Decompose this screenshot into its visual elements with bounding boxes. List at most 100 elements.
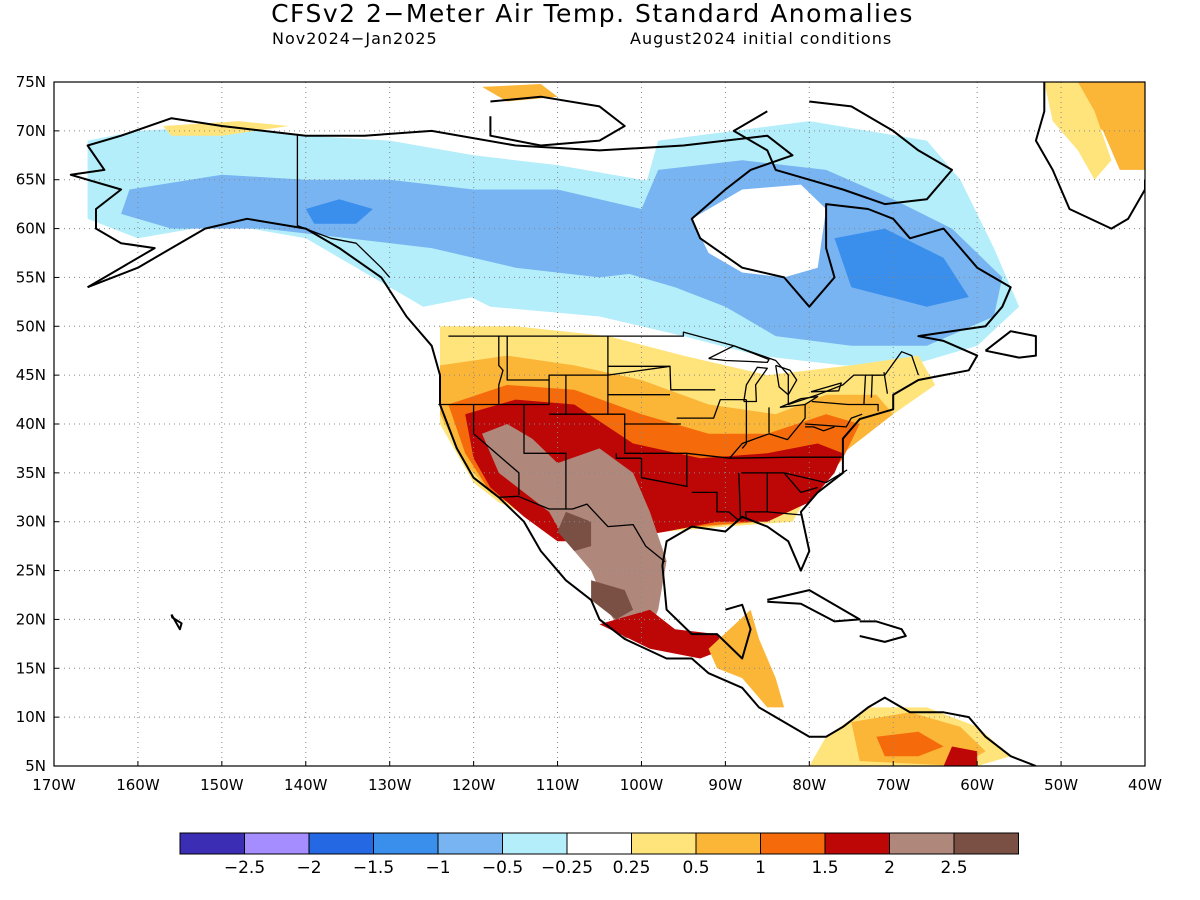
lat-tick-label: 55N [16, 268, 46, 286]
lon-tick-label: 120W [452, 776, 496, 794]
colorbar-label: 1.5 [811, 858, 838, 878]
lon-tick-label: 70W [876, 776, 910, 794]
us-state-lines [805, 413, 863, 428]
colorbar-swatch [437, 832, 503, 855]
lat-tick-label: 20N [16, 610, 46, 628]
us-state-lines [863, 403, 879, 412]
central-am-orange-region [708, 609, 785, 708]
colorbar-label: 1 [755, 858, 766, 878]
colorbar-label: 0.5 [682, 858, 709, 878]
us-state-lines [870, 374, 881, 398]
us-state-lines [615, 453, 688, 488]
us-state-lines [506, 336, 550, 381]
lat-tick-label: 45N [16, 366, 46, 384]
us-state-lines [738, 472, 742, 519]
colorbar-swatch [308, 832, 374, 855]
mexico-brown-1-region [557, 511, 592, 551]
north-america-mainland-coast [87, 217, 1037, 766]
greenland-yellow-region [1044, 82, 1112, 180]
colorbar-swatch [953, 832, 1019, 855]
colorbar-swatch [631, 832, 697, 855]
forecast-period: Nov2024−Jan2025 [272, 29, 438, 48]
yukon-darker-region [305, 199, 373, 224]
baffin-island-coast [732, 100, 953, 206]
us-state-lines [523, 404, 567, 509]
lat-tick-label: 40N [16, 415, 46, 433]
victoria-island-coast [489, 95, 626, 147]
lat-tick-label: 35N [16, 464, 46, 482]
colorbar-swatch [695, 832, 761, 855]
lon-tick-label: 150W [200, 776, 244, 794]
us-state-lines [811, 375, 867, 406]
colorbar-label: −2.5 [224, 858, 265, 878]
great-lakes-outline [743, 366, 768, 403]
colorbar-label: −1 [425, 858, 450, 878]
colorbar-swatch [179, 832, 245, 855]
lat-tick-label: 70N [16, 122, 46, 140]
us-state-lines [729, 404, 806, 459]
lon-tick-label: 170W [32, 776, 76, 794]
hispaniola-coast [859, 620, 907, 643]
us-state-lines [676, 398, 747, 419]
great-lakes-outline [775, 364, 798, 396]
lat-tick-label: 75N [16, 73, 46, 91]
lat-tick-label: 15N [16, 659, 46, 677]
us-state-lines [741, 399, 748, 449]
us-canada-border [448, 331, 920, 406]
us-state-lines [767, 511, 801, 516]
lat-tick-label: 5N [25, 757, 46, 775]
lon-tick-label: 80W [792, 776, 826, 794]
colorbar-label: 2.5 [940, 858, 967, 878]
colorbar-swatch [889, 832, 955, 855]
colorbar-swatch [502, 832, 568, 855]
colorbar-swatch [373, 832, 439, 855]
mexico-brown-2-region [591, 580, 634, 620]
lat-tick-label: 60N [16, 220, 46, 238]
lon-tick-label: 60W [960, 776, 994, 794]
lat-tick-label: 10N [16, 708, 46, 726]
south-am-darkred-region [943, 746, 978, 766]
us-state-lines [883, 372, 889, 394]
lon-tick-label: 130W [368, 776, 412, 794]
colorbar: −2.5 −2 −1.5 −1 −0.5 −0.25 0.25 0.5 1 1.5 2 2.5 [179, 832, 1019, 878]
us-state-lines [472, 404, 520, 496]
latitude-ticks: 75N 70N 65N 60N 55N 50N 45N 40N 35N 30N 25N 20N 15N 1… [16, 73, 59, 775]
greenland-coast [1034, 82, 1145, 230]
colorbar-label: 0.25 [613, 858, 651, 878]
great-lakes-outline [779, 395, 819, 409]
colorbar-label: 2 [884, 858, 895, 878]
great-lakes-outline [810, 382, 842, 393]
alaska-north-yellow-region [163, 121, 289, 136]
lat-tick-label: 50N [16, 317, 46, 335]
us-state-lines [686, 452, 844, 459]
gulf-atlantic-coast [69, 117, 1012, 660]
colorbar-label: −0.5 [482, 858, 523, 878]
us-state-lines [438, 365, 671, 406]
chart-title: CFSv2 2−Meter Air Temp. Standard Anomali… [271, 0, 914, 28]
lat-tick-label: 25N [16, 562, 46, 580]
lon-tick-label: 100W [620, 776, 664, 794]
lon-tick-label: 160W [116, 776, 160, 794]
alaska-canada-border [296, 134, 391, 278]
colorbar-swatch [760, 832, 826, 855]
us-state-lines [805, 426, 835, 432]
alaska-blue-region [121, 174, 726, 278]
greenland-orange-region [1077, 82, 1145, 170]
lon-tick-label: 40W [1128, 776, 1162, 794]
labrador-darker-region [834, 228, 969, 307]
mexico-red-region [599, 609, 726, 659]
lon-tick-label: 50W [1044, 776, 1078, 794]
coastlines [69, 82, 1145, 766]
lon-tick-label: 110W [536, 776, 580, 794]
lon-tick-label: 140W [284, 776, 328, 794]
us-state-lines [607, 365, 716, 391]
colorbar-swatch [244, 832, 310, 855]
initial-conditions: August2024 initial conditions [630, 29, 893, 48]
us-mexico-border [498, 495, 666, 563]
cuba-coast [767, 589, 861, 623]
colorbar-swatch [566, 832, 632, 855]
us-state-lines [498, 336, 504, 405]
lat-tick-label: 65N [16, 171, 46, 189]
hawaii-coast [170, 614, 183, 631]
